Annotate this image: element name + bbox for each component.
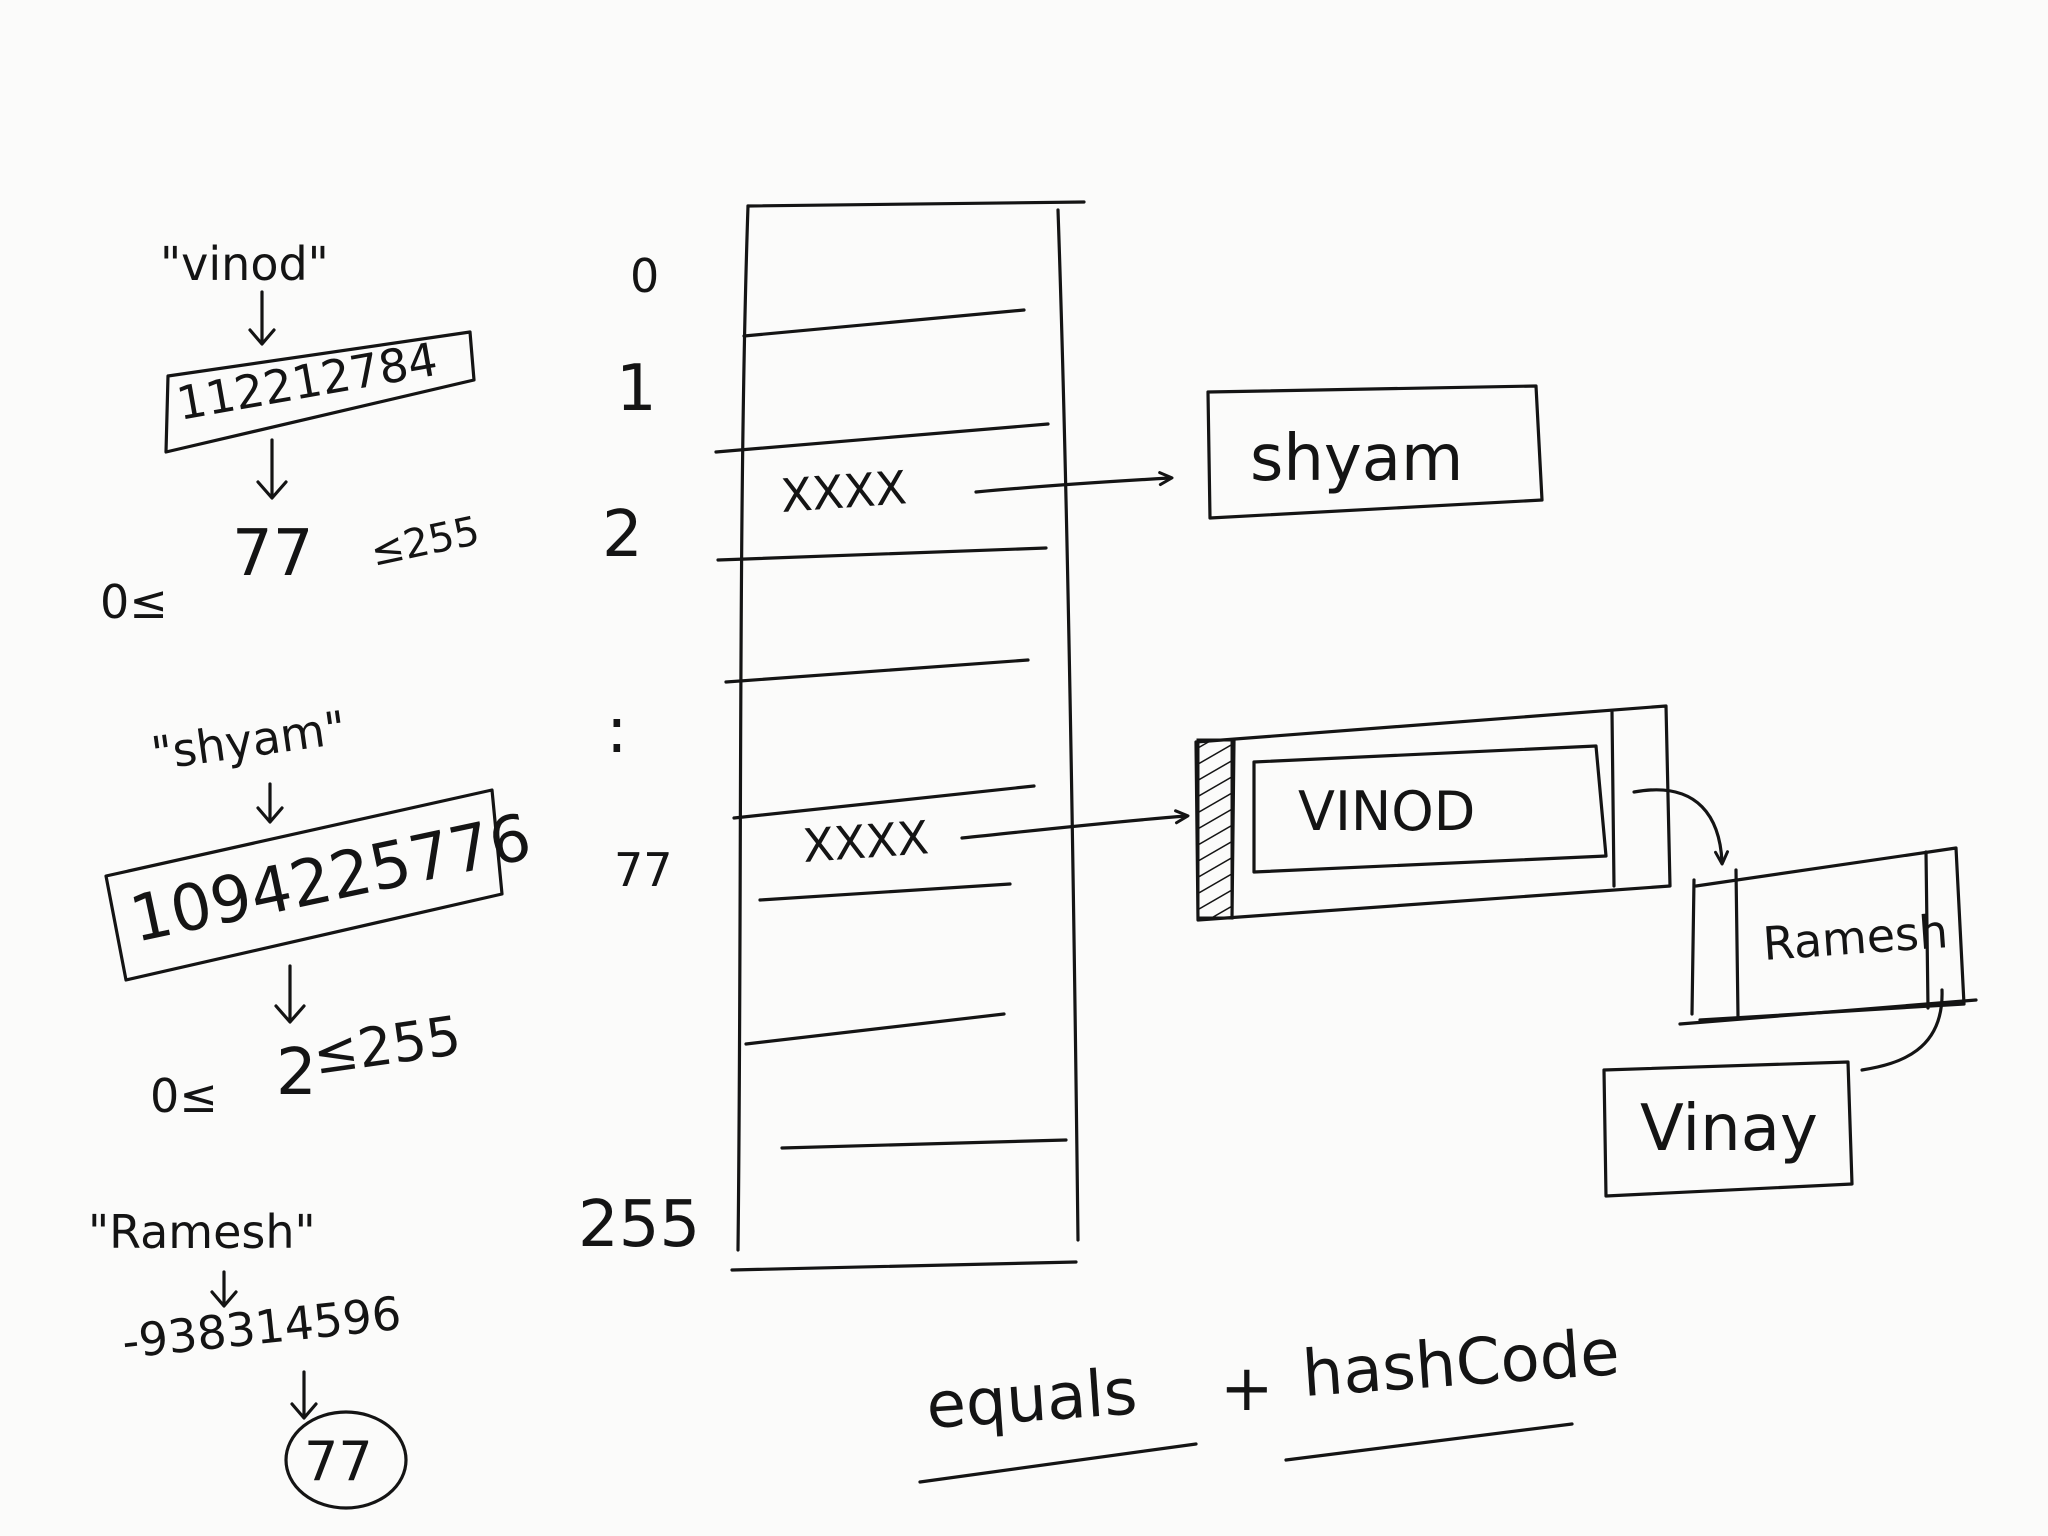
arrow-down-icon [248,290,276,346]
arrow-down-icon [256,438,288,500]
range-index-vinod: 77 [232,517,313,591]
bucket-divider [724,658,1030,684]
node-divider [1690,878,1696,1016]
range-high-shyam: ≤255 [309,1004,465,1087]
bucket-index-dots: : [606,694,628,768]
bucket-index-2: 2 [602,498,643,572]
range-index-shyam: 2 [276,1036,317,1110]
bucket-index-1: 1 [616,352,657,426]
hash-ramesh: -938314596 [120,1286,404,1369]
pointer-arrow-icon [960,809,1190,840]
step-vinod: "vinod" 112212784 0≤ 77 ≤255 [100,237,484,629]
bucket-divider [732,784,1036,820]
next-arrow-icon [1632,788,1730,866]
bucket-entry-77: XXXX [801,810,931,873]
node-ramesh: Ramesh [1678,846,1978,1026]
hash-box-vinod [164,330,476,454]
node-label-ramesh: Ramesh [1761,904,1950,971]
input-shyam: "shyam" [148,700,349,781]
node-divider [1230,738,1236,920]
node-divider [1734,868,1740,1018]
node-hatch-vinod [1196,738,1234,920]
bucket-divider [742,308,1026,338]
node-shyam: shyam [1206,384,1544,520]
bucket-divider [714,422,1050,454]
input-vinod: "vinod" [160,237,329,291]
range-low-vinod: 0≤ [100,575,168,629]
node-vinay: Vinay [1602,1060,1854,1198]
index-circle [284,1410,408,1510]
bucket-entry-2: XXXX [779,460,909,523]
index-ramesh: 77 [304,1430,373,1493]
underline-equals [918,1442,1198,1484]
footer-plus: + [1220,1352,1274,1426]
node-divider [1610,710,1616,888]
footer-caption: equals + hashCode [918,1316,1622,1484]
bucket-divider [744,1012,1006,1046]
hash-vinod: 112212784 [173,332,442,431]
node-label-vinod: VINOD [1298,780,1475,843]
arrow-down-icon [290,1370,318,1420]
bucket-divider [780,1138,1068,1150]
node-bottom-edge [1678,998,1978,1026]
node-vinod: VINOD [1194,704,1672,922]
bucket-index-255: 255 [578,1188,700,1262]
node-label-vinay: Vinay [1640,1092,1818,1166]
arrow-down-icon [274,964,306,1024]
step-shyam: "shyam" 1094225776 0≤ 2 ≤255 [104,700,538,1123]
hash-box-shyam [104,788,504,982]
bucket-index-77: 77 [614,843,673,897]
array-right-edge [1056,208,1080,1242]
bucket-divider [758,882,1012,902]
range-high-vinod: ≤255 [367,508,484,576]
array-top-edge [746,200,1086,208]
bucket-indices: 0 1 2 : 77 255 [578,249,700,1262]
node-box-vinod-inner [1252,744,1608,874]
bucket-divider [716,546,1048,562]
footer-equals: equals [924,1355,1140,1444]
step-ramesh: "Ramesh" -938314596 77 [88,1205,408,1510]
array-left-edge [736,204,750,1252]
bucket-index-0: 0 [630,249,659,303]
array-bottom-edge [730,1260,1078,1272]
next-link-icon [1860,988,1944,1072]
arrow-down-icon [210,1270,238,1308]
footer-hashcode: hashCode [1300,1316,1622,1412]
underline-hashcode [1284,1422,1574,1462]
arrow-down-icon [256,782,284,824]
bucket-array: XXXX XXXX [714,200,1086,1272]
node-label-shyam: shyam [1250,422,1463,496]
range-low-shyam: 0≤ [150,1069,218,1123]
node-divider [1924,850,1930,1010]
input-ramesh: "Ramesh" [88,1205,316,1259]
node-box-shyam [1206,384,1544,520]
pointer-arrow-icon [974,471,1174,494]
node-box-vinay [1602,1060,1854,1198]
